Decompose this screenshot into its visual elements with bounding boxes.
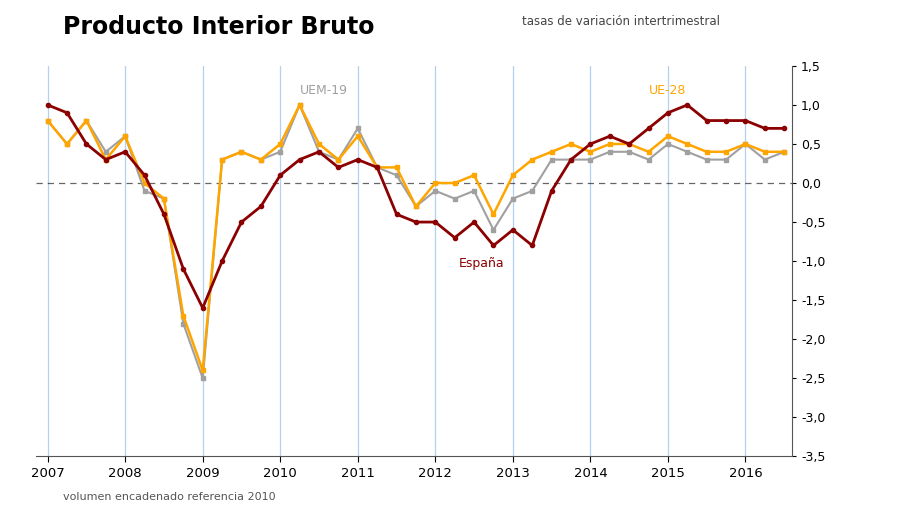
Text: UE-28: UE-28 (649, 84, 686, 97)
Text: España: España (459, 257, 504, 270)
Text: volumen encadenado referencia 2010: volumen encadenado referencia 2010 (63, 492, 275, 502)
Text: tasas de variación intertrimestral: tasas de variación intertrimestral (522, 15, 720, 28)
Text: UEM-19: UEM-19 (300, 84, 347, 97)
Text: Producto Interior Bruto: Producto Interior Bruto (63, 15, 374, 39)
